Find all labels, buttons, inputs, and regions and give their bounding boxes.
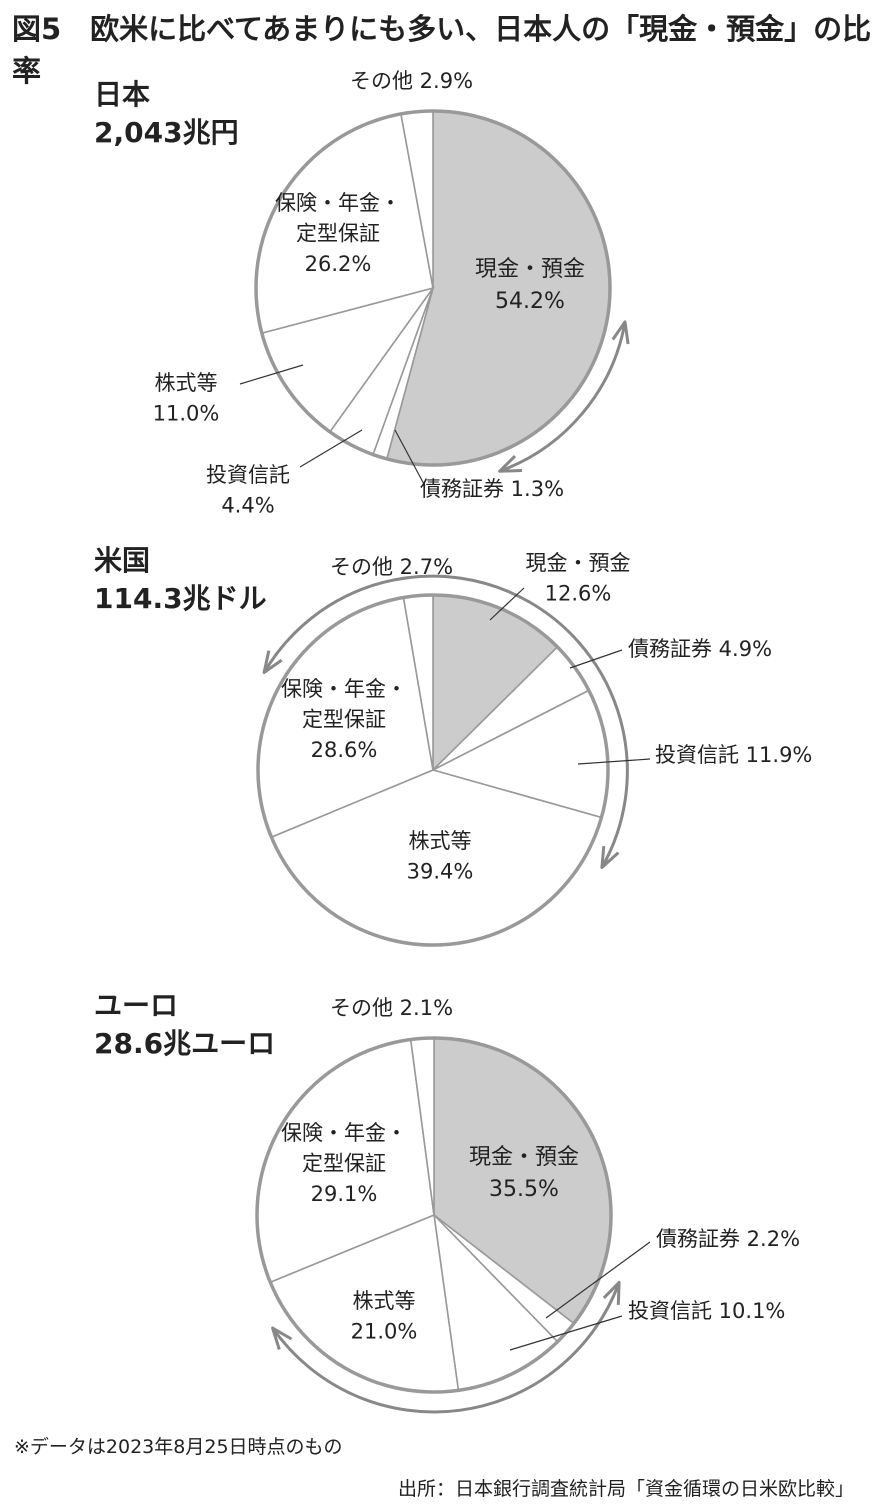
pie-region-label: 米国 — [94, 544, 150, 577]
pie-total-label: 28.6兆ユーロ — [94, 1027, 275, 1060]
slice-label-line: 株式等 — [155, 371, 218, 395]
slice-label-line: 保険・年金・ — [281, 677, 407, 701]
slice-label-line: 12.6% — [545, 581, 612, 605]
leader-line — [569, 649, 623, 669]
grouping-arrow-arc — [262, 574, 629, 869]
leader-line — [239, 364, 304, 385]
slice-label-line: その他 2.9% — [350, 69, 473, 93]
slice-label-line: 定型保証 — [296, 221, 380, 245]
slice-label: 債務証券 1.3% — [420, 477, 564, 501]
slice-label: 現金・預金 35.5% — [469, 1145, 579, 1202]
slice-label: その他 2.1% — [330, 996, 453, 1020]
slice-label-line: 28.6% — [311, 738, 378, 762]
slice-label: 現金・預金 54.2% — [475, 257, 585, 314]
slice-label-line: 定型保証 — [302, 1151, 386, 1175]
grouping-arrow-head — [611, 320, 630, 345]
slice-label-line: 債務証券 1.3% — [420, 477, 564, 501]
slice-label-line: 保険・年金・ — [275, 191, 401, 215]
grouping-arrow-arc — [499, 321, 627, 473]
slice-label-line: 35.5% — [489, 1177, 559, 1202]
slice-label: 株式等 11.0% — [153, 371, 220, 425]
slice-label: 保険・年金・定型保証 29.1% — [281, 1121, 407, 1206]
slice-label-line: 投資信託 — [206, 463, 290, 487]
leader-line — [394, 429, 426, 487]
pie-total-label: 114.3兆ドル — [94, 582, 267, 615]
pie-outline — [254, 109, 612, 467]
slice-label-line: 現金・預金 — [469, 1145, 579, 1170]
slice-label-line: 現金・預金 — [475, 257, 585, 282]
slice-label: 現金・預金 12.6% — [526, 551, 631, 605]
grouping-arrow-head — [600, 845, 620, 869]
leader-line — [299, 429, 363, 468]
slice-label-line: 29.1% — [311, 1182, 378, 1206]
pie-region-label: ユーロ — [94, 989, 178, 1022]
grouping-arrow-arc — [271, 1281, 621, 1414]
pie-region-label: 日本 — [94, 78, 150, 111]
grouping-arrow-head — [262, 650, 283, 674]
pie-outline — [255, 1036, 613, 1394]
slice-label: 株式等 39.4% — [407, 829, 474, 883]
slice-label-line: 4.4% — [221, 493, 274, 517]
leader-line — [489, 587, 525, 621]
slice-label-line: 39.4% — [407, 859, 474, 883]
pie-chart-1: 米国 114.3兆ドル 現金・預金 12.6% 債務証券 4.9% 投資信託 11.9% 株… — [94, 544, 812, 947]
grouping-arrow-head — [271, 1326, 293, 1350]
slice-label-line: 債務証券 4.9% — [628, 637, 772, 661]
figure-title: 図5 欧米に比べてあまりにも多い、日本人の「現金・預金」の比率 — [12, 12, 872, 88]
slice-label-line: 54.2% — [495, 289, 565, 314]
leader-line — [577, 758, 651, 765]
slice-label-line: 株式等 — [353, 1289, 416, 1313]
slice-label: その他 2.9% — [350, 69, 473, 93]
slice-label-line: その他 2.7% — [330, 555, 453, 579]
slice-label: 投資信託 11.9% — [655, 743, 812, 767]
slice-label-line: 現金・預金 — [526, 551, 631, 575]
slice-label: 債務証券 4.9% — [628, 637, 772, 661]
slice-label: 保険・年金・定型保証 28.6% — [281, 677, 407, 762]
slice-label-line: 投資信託 10.1% — [628, 1299, 785, 1323]
source-credit: 出所：日本銀行調査統計局「資金循環の日米欧比較」 — [397, 1478, 854, 1500]
slice-label-line: 株式等 — [409, 829, 472, 853]
slice-label-line: 11.0% — [153, 401, 220, 425]
slice-label: 債務証券 2.2% — [656, 1227, 800, 1251]
footnote: ※データは2023年8月25日時点のもの — [14, 1436, 343, 1458]
slice-label-line: 21.0% — [351, 1319, 418, 1343]
leader-line — [545, 1241, 651, 1319]
slice-label-line: その他 2.1% — [330, 996, 453, 1020]
slice-label: 投資信託 4.4% — [206, 463, 290, 517]
pie-outline — [256, 593, 610, 947]
slice-label: 保険・年金・定型保証 26.2% — [275, 191, 401, 276]
grouping-arrow-head — [498, 455, 523, 473]
grouping-arrow-head — [602, 1280, 621, 1305]
leader-line — [509, 1315, 623, 1351]
slice-label-line: 26.2% — [305, 252, 372, 276]
slice-label-line: 定型保証 — [302, 707, 386, 731]
slice-label: 株式等 21.0% — [351, 1289, 418, 1343]
slice-label-line: 投資信託 11.9% — [655, 743, 812, 767]
pie-total-label: 2,043兆円 — [94, 116, 239, 149]
slice-label-line: 保険・年金・ — [281, 1121, 407, 1145]
slice-label: その他 2.7% — [330, 555, 453, 579]
slice-label: 投資信託 10.1% — [628, 1299, 785, 1323]
slice-label-line: 債務証券 2.2% — [656, 1227, 800, 1251]
